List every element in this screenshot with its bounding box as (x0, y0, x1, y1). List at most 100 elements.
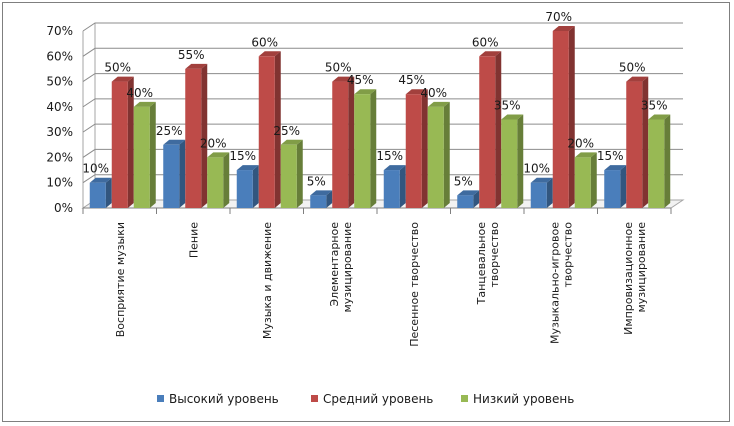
bar-side (421, 89, 428, 208)
y-tick-label: 60% (46, 49, 73, 63)
legend-swatch (311, 395, 318, 402)
gridline (82, 73, 683, 82)
x-category-label: Танцевальноетворчество (475, 222, 501, 306)
legend-swatch (461, 395, 468, 402)
gridline (82, 47, 683, 57)
chart-frame: 0% 10% 20% 30% 40% 50% 60% 70% 10% 50% 40% 25% 55% 20… (2, 2, 730, 422)
data-label: 50% (104, 61, 131, 75)
data-label: 15% (597, 149, 624, 163)
bar-top (530, 177, 553, 183)
x-category-label: Музыка и движение (261, 222, 274, 339)
data-label: 70% (545, 10, 572, 24)
bar (89, 182, 106, 208)
data-label: 5% (454, 174, 473, 188)
y-tick-label: 50% (46, 75, 73, 89)
bar (530, 182, 547, 208)
x-category-label: Песенное творчество (408, 222, 421, 347)
data-label: 25% (273, 124, 300, 138)
bar-top (604, 165, 627, 171)
data-label: 55% (178, 48, 205, 62)
x-category-label-line: музицирование (341, 222, 354, 313)
bar (552, 31, 569, 208)
bar (163, 144, 180, 208)
x-category-label-line: Музыка и движение (261, 222, 274, 339)
x-category-label-line: Восприятие музыки (114, 222, 127, 337)
bar (258, 56, 275, 209)
bar-side (149, 101, 156, 208)
y-tick-label: 40% (46, 100, 73, 114)
bar-side (620, 165, 627, 208)
bar-top (258, 51, 281, 57)
bar-side (664, 114, 671, 208)
data-label: 45% (398, 73, 425, 87)
bar-top (111, 76, 134, 82)
x-category-label: Музыкально-игровоетворчество (548, 222, 574, 344)
bar-side (473, 190, 480, 208)
data-label: 15% (229, 149, 256, 163)
data-label: 45% (347, 73, 374, 87)
bar-top (457, 190, 480, 196)
bar (111, 81, 128, 208)
bar-top (332, 76, 355, 82)
bar-top (427, 101, 450, 107)
legend-label: Средний уровень (323, 392, 433, 406)
x-category-label-line: Импровизационное (622, 222, 635, 335)
bar (501, 119, 518, 208)
bar (310, 195, 327, 208)
bar-top (133, 101, 156, 107)
bar-side (326, 190, 333, 208)
x-category-label-line: Танцевальное (475, 222, 488, 306)
y-tick-label: 70% (46, 24, 73, 38)
bar-side (179, 139, 186, 208)
bar-top (405, 89, 428, 95)
bar-top (207, 152, 230, 158)
bar-top (89, 177, 112, 183)
bar-top (236, 165, 259, 171)
bar (280, 144, 297, 208)
bar-side (274, 51, 281, 209)
bar (185, 68, 202, 208)
bar (604, 170, 621, 208)
bar-side (105, 177, 112, 208)
data-label: 5% (307, 174, 326, 188)
gridline (82, 22, 683, 32)
x-category-label-line: Песенное творчество (408, 222, 421, 347)
x-category-label-line: музицирование (635, 222, 648, 313)
bar (626, 81, 643, 208)
x-category-label: Пение (187, 222, 200, 258)
y-tick-label: 30% (46, 125, 73, 139)
x-category-label-line: творчество (561, 222, 574, 288)
legend-label: Высокий уровень (169, 392, 279, 406)
bar-side (495, 51, 502, 209)
bar-side (546, 177, 553, 208)
bar-side (642, 76, 649, 208)
bar-side (127, 76, 134, 208)
bar-top (354, 89, 377, 95)
bar-side (201, 63, 208, 208)
data-label: 20% (200, 136, 227, 150)
bar-top (310, 190, 333, 196)
data-label: 60% (251, 35, 278, 49)
bar-top (185, 63, 208, 69)
bar-top (383, 165, 406, 171)
bar-side (590, 152, 597, 208)
bar-top (574, 152, 597, 158)
bar-side (399, 165, 406, 208)
bar (207, 157, 224, 208)
bar (405, 94, 422, 208)
data-label: 10% (82, 162, 109, 176)
bar-side (252, 165, 259, 208)
data-label: 40% (420, 86, 447, 100)
data-label: 10% (523, 162, 550, 176)
y-tick-label: 20% (46, 150, 73, 164)
bar-top (280, 139, 303, 145)
bar (427, 106, 444, 208)
bar-side (443, 101, 450, 208)
data-label: 35% (494, 99, 521, 113)
bar-top (648, 114, 671, 120)
bar (479, 56, 496, 209)
data-label: 50% (619, 61, 646, 75)
bar-top (501, 114, 524, 120)
bar-top (479, 51, 502, 57)
data-label: 20% (567, 136, 594, 150)
